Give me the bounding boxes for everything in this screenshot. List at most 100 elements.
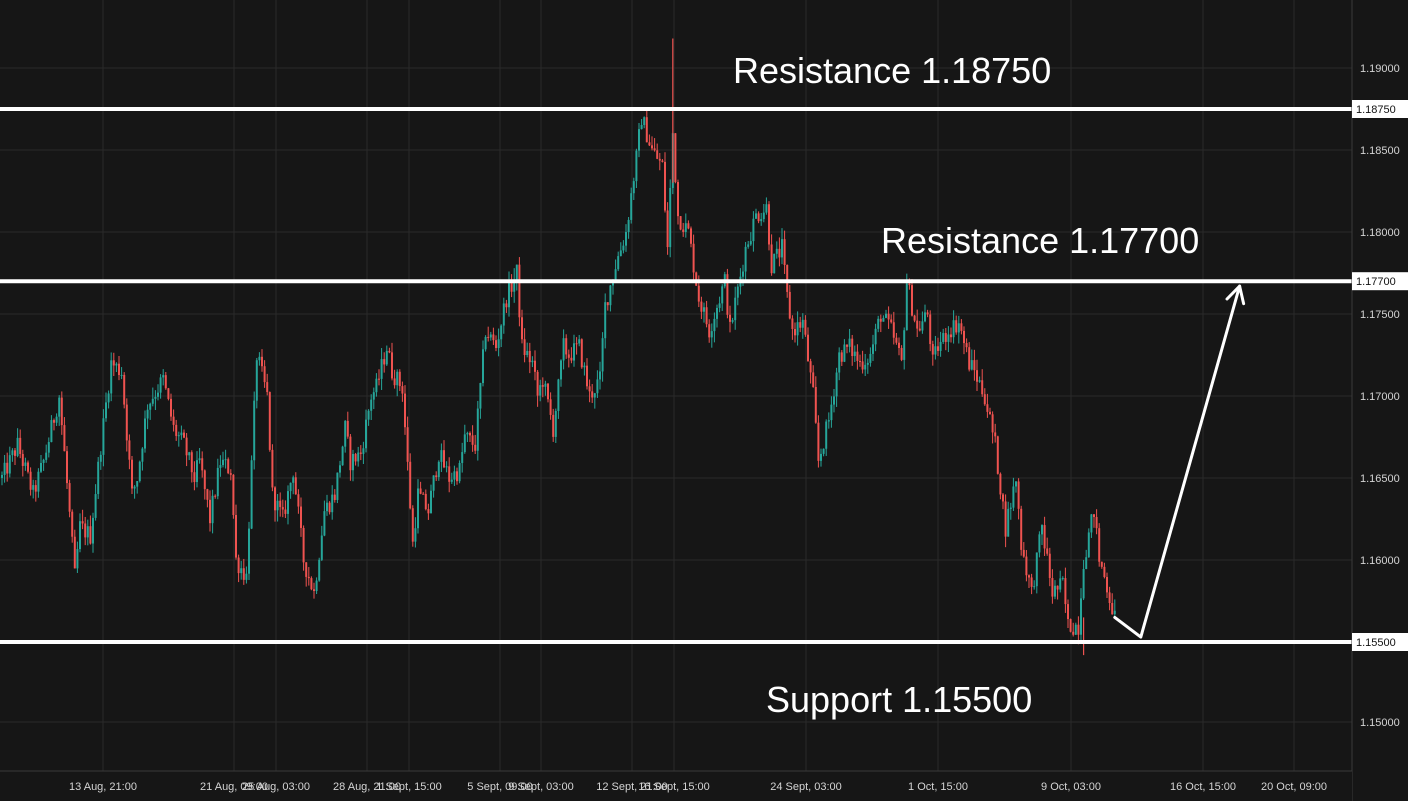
candle-body — [261, 356, 263, 367]
candle-body — [435, 475, 438, 478]
candle-body — [599, 371, 601, 380]
candle-body — [271, 449, 274, 488]
candle-body — [952, 320, 955, 338]
candlestick-series — [1, 38, 1116, 656]
candle-body — [242, 568, 245, 580]
candle-body — [63, 425, 66, 452]
candle-body — [937, 346, 939, 351]
candle-body — [989, 411, 991, 415]
candle-body — [913, 315, 916, 321]
candle-body — [6, 462, 9, 474]
candle-body — [677, 182, 679, 217]
candle-body — [640, 125, 643, 130]
candle-body — [146, 409, 149, 419]
candle-body — [874, 328, 877, 345]
candle-body — [40, 462, 42, 472]
price-axis-panel[interactable] — [1352, 0, 1408, 801]
candle-body — [339, 465, 341, 473]
resistance-lower-label: Resistance 1.17700 — [881, 220, 1200, 261]
candle-body — [638, 129, 640, 151]
candle-body — [297, 494, 300, 507]
candle-body — [890, 319, 893, 323]
candle-body — [692, 243, 695, 273]
candle-body — [822, 448, 825, 454]
candle-body — [1106, 577, 1108, 593]
candle-body — [237, 557, 240, 574]
candle-body — [128, 440, 131, 460]
candle-body — [588, 386, 591, 392]
candle-body — [835, 372, 838, 397]
candle-body — [287, 491, 289, 514]
candle-body — [705, 307, 708, 325]
candle-body — [580, 339, 583, 368]
candle-body — [934, 346, 937, 355]
candle-body — [167, 388, 170, 399]
candle-body — [502, 303, 505, 326]
candle-body — [1025, 556, 1028, 576]
candle-body — [833, 396, 835, 405]
candle-body — [872, 344, 874, 354]
candle-body — [1093, 514, 1095, 517]
candle-body — [55, 416, 58, 423]
candle-body — [320, 535, 323, 560]
candle-body — [976, 370, 978, 382]
time-tick-label: 1 Sept, 15:00 — [376, 781, 441, 793]
candle-body — [292, 477, 295, 483]
candle-body — [770, 244, 773, 274]
candle-body — [606, 302, 609, 306]
candle-body — [809, 361, 812, 373]
candle-body — [778, 248, 781, 258]
candle-body — [1082, 569, 1085, 599]
projection-path — [1113, 284, 1242, 639]
candle-body — [27, 462, 29, 472]
candle-body — [908, 283, 911, 286]
candle-body — [492, 334, 495, 341]
candle-body — [84, 523, 87, 538]
candle-body — [866, 362, 869, 365]
candle-body — [216, 467, 219, 497]
candle-body — [175, 424, 178, 436]
candle-body — [911, 285, 913, 316]
candle-body — [1007, 508, 1010, 537]
time-axis-panel[interactable] — [0, 771, 1352, 801]
candle-body — [859, 360, 861, 362]
candle-body — [1072, 631, 1075, 635]
candle-body — [1054, 585, 1056, 597]
candle-body — [185, 437, 188, 456]
candle-body — [648, 142, 651, 146]
candle-body — [1035, 552, 1038, 587]
candle-body — [489, 334, 492, 338]
candle-body — [102, 418, 105, 455]
candle-body — [391, 352, 393, 379]
candle-body — [879, 318, 882, 322]
candle-body — [703, 307, 705, 312]
candle-body — [812, 372, 815, 388]
candle-body — [453, 471, 456, 480]
candle-body — [807, 334, 809, 362]
candle-body — [718, 303, 721, 308]
candle-body — [99, 454, 102, 462]
candle-body — [573, 343, 575, 361]
time-tick-label: 13 Aug, 21:00 — [69, 781, 137, 793]
candle-body — [541, 385, 544, 387]
candle-body — [110, 360, 113, 394]
candle-body — [924, 312, 926, 322]
candle-body — [560, 360, 562, 380]
candle-body — [757, 213, 760, 222]
candle-body — [796, 322, 799, 336]
candle-body — [549, 399, 552, 415]
candle-body — [258, 356, 261, 361]
candle-body — [791, 318, 794, 330]
candle-body — [983, 394, 986, 405]
candle-body — [276, 500, 279, 511]
candle-body — [34, 485, 37, 492]
candle-body — [479, 383, 482, 409]
candle-body — [708, 324, 711, 338]
time-tick-label: 20 Oct, 09:00 — [1261, 781, 1327, 793]
candle-body — [323, 511, 326, 536]
candle-body — [526, 350, 529, 356]
candle-body — [404, 393, 406, 428]
candle-body — [422, 493, 425, 495]
